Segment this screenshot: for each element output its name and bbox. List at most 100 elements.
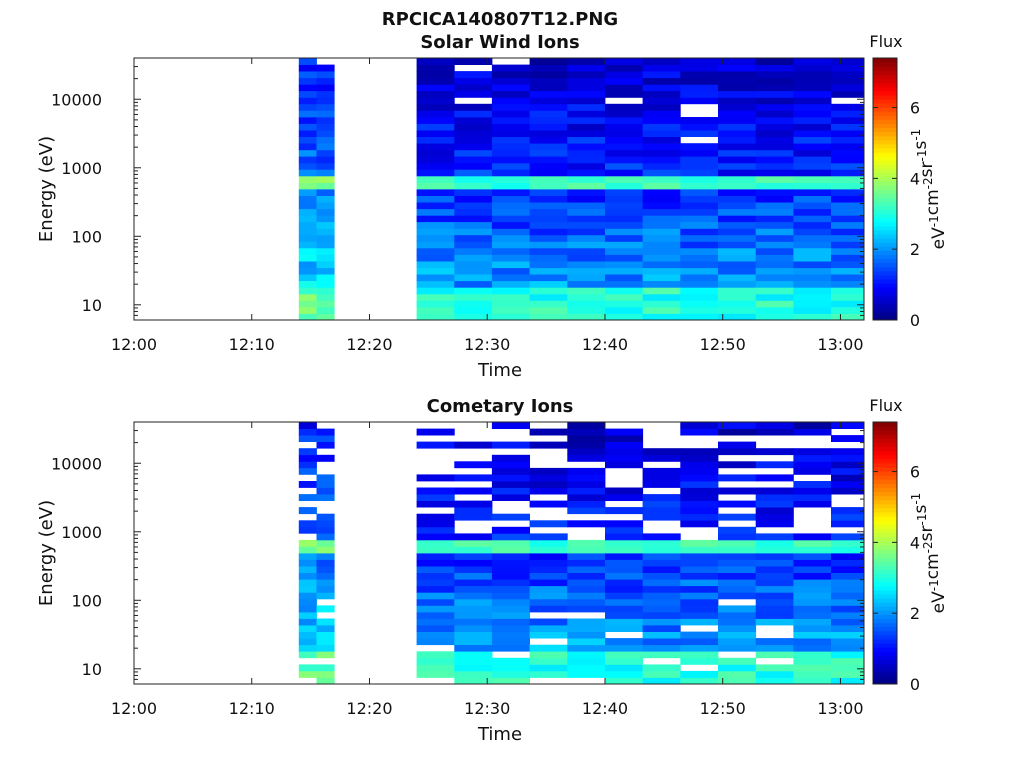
heatmap-cell xyxy=(298,625,317,632)
heatmap-cell xyxy=(454,631,493,639)
heatmap-cell xyxy=(416,612,455,619)
heatmap-cell xyxy=(642,156,681,164)
colorbar-segment xyxy=(873,152,897,157)
heatmap-cell xyxy=(680,162,719,170)
heatmap-cell xyxy=(680,208,719,216)
heatmap-cell xyxy=(718,677,757,685)
heatmap-cell xyxy=(680,461,719,469)
heatmap-cell xyxy=(567,306,606,314)
heatmap-cell xyxy=(491,487,530,495)
heatmap-cell xyxy=(529,274,568,282)
heatmap-cell xyxy=(454,58,493,65)
heatmap-cell xyxy=(680,448,719,456)
heatmap-cell xyxy=(831,474,865,482)
colorbar-segment xyxy=(873,234,897,239)
heatmap-cell xyxy=(642,267,681,275)
heatmap-cell xyxy=(831,123,865,131)
colorbar-segment xyxy=(873,70,897,75)
heatmap-cell xyxy=(416,77,455,85)
heatmap-cell xyxy=(416,592,455,600)
heatmap-cell xyxy=(567,84,606,92)
heatmap-cell xyxy=(831,657,865,665)
heatmap-cell xyxy=(298,274,317,282)
heatmap-cell xyxy=(793,300,832,308)
heatmap-cell xyxy=(491,123,530,131)
heatmap-cell xyxy=(416,189,455,196)
heatmap-cell xyxy=(454,293,493,301)
heatmap-cell xyxy=(529,670,568,678)
heatmap-cell xyxy=(298,670,317,678)
heatmap-cell xyxy=(718,136,757,144)
heatmap-cell xyxy=(755,274,794,282)
heatmap-cell xyxy=(491,247,530,255)
heatmap-cell xyxy=(298,546,317,554)
heatmap-cell xyxy=(298,208,317,216)
heatmap-cell xyxy=(831,169,865,177)
heatmap-cell xyxy=(793,306,832,314)
heatmap-cell xyxy=(298,117,317,124)
colorbar-unit-label: eV-1cm-2sr-1s-1 xyxy=(909,493,949,614)
heatmap-cell xyxy=(416,143,455,151)
heatmap-cell xyxy=(718,103,757,111)
colorbar-segment xyxy=(873,593,897,599)
heatmap-cell xyxy=(793,169,832,177)
x-tick-label: 12:20 xyxy=(346,335,392,354)
heatmap-cell xyxy=(642,84,681,92)
heatmap-cell xyxy=(567,110,606,118)
heatmap-cell xyxy=(680,631,719,639)
heatmap-cell xyxy=(605,579,644,587)
heatmap-cell xyxy=(316,644,335,652)
y-tick-label: 100 xyxy=(71,591,102,610)
heatmap-cell xyxy=(793,500,832,508)
heatmap-cell xyxy=(680,175,719,183)
heatmap-cell xyxy=(416,234,455,242)
heatmap-cell xyxy=(491,474,530,482)
heatmap-cell xyxy=(680,638,719,646)
panel-title: Solar Wind Ions xyxy=(420,32,579,53)
heatmap-cell xyxy=(642,467,681,475)
heatmap-cell xyxy=(680,306,719,314)
heatmap-cell xyxy=(298,103,317,111)
colorbar-segment xyxy=(873,148,897,153)
heatmap-cell xyxy=(605,598,644,606)
colorbar-segment xyxy=(873,675,897,681)
heatmap-cell xyxy=(718,90,757,98)
heatmap-cell xyxy=(529,644,568,652)
colorbar-segment xyxy=(873,561,897,566)
heatmap-cell xyxy=(529,267,568,275)
heatmap-cell xyxy=(567,592,606,600)
colorbar-segment xyxy=(873,205,897,210)
heatmap-cell xyxy=(642,247,681,255)
heatmap-cell xyxy=(680,520,719,528)
heatmap-cell xyxy=(680,221,719,229)
heatmap-cell xyxy=(680,422,719,429)
heatmap-cell xyxy=(316,208,335,216)
heatmap-cell xyxy=(316,670,335,678)
heatmap-cell xyxy=(316,84,335,92)
x-tick-label: 12:40 xyxy=(582,699,628,718)
heatmap-cell xyxy=(416,136,455,144)
heatmap-cell xyxy=(529,162,568,170)
heatmap-cell xyxy=(316,274,335,282)
heatmap-cell xyxy=(491,559,530,567)
heatmap-cell xyxy=(454,254,493,262)
heatmap-cell xyxy=(416,474,455,482)
heatmap-cell xyxy=(491,533,530,541)
heatmap-cell xyxy=(454,136,493,144)
heatmap-cell xyxy=(793,182,832,190)
heatmap-cell xyxy=(529,149,568,157)
heatmap-cell xyxy=(642,579,681,587)
heatmap-cell xyxy=(718,612,757,619)
heatmap-cell xyxy=(454,651,493,659)
heatmap-cell xyxy=(680,566,719,573)
heatmap-cell xyxy=(529,313,568,321)
heatmap-cell xyxy=(605,533,644,541)
heatmap-cell xyxy=(755,612,794,619)
heatmap-cell xyxy=(298,572,317,580)
heatmap-cell xyxy=(416,428,455,436)
heatmap-cell xyxy=(529,605,568,613)
heatmap-cell xyxy=(755,110,794,118)
heatmap-cell xyxy=(831,228,865,236)
heatmap-cell xyxy=(642,103,681,111)
heatmap-cell xyxy=(316,189,335,196)
